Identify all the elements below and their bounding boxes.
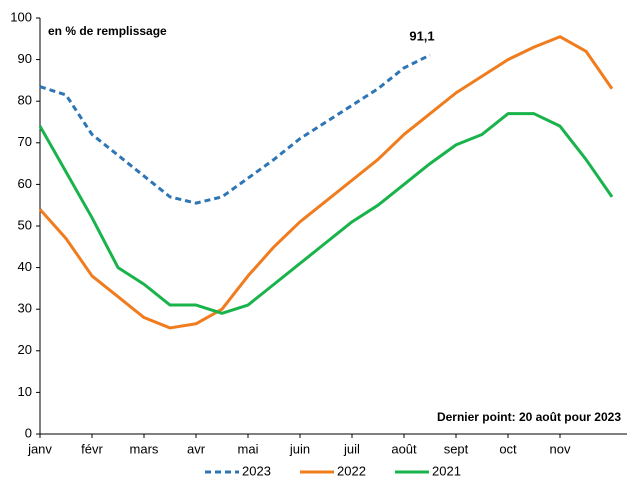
y-tick-label: 20 [18,342,32,357]
x-tick-label: janv [27,441,52,456]
y-tick-label: 80 [18,93,32,108]
x-tick-label: févr [81,441,103,456]
series-line [39,53,431,205]
x-tick-label: mai [238,441,259,456]
unit-annotation: en % de remplissage [48,24,167,38]
x-tick-label: oct [499,441,517,456]
y-tick-label: 0 [25,425,32,440]
x-tick-label: nov [550,441,571,456]
legend-label: 2022 [337,463,366,478]
x-tick-label: avr [187,441,206,456]
y-tick-label: 50 [18,217,32,232]
x-tick-label: juil [343,441,360,456]
legend-label: 2021 [432,463,461,478]
y-tick-label: 30 [18,301,32,316]
x-tick-label: août [391,441,417,456]
x-tick-label: mars [130,441,159,456]
legend-label: 2023 [242,463,271,478]
y-tick-label: 40 [18,259,32,274]
x-tick-label: juin [289,441,310,456]
note-annotation: Dernier point: 20 août pour 2023 [437,410,621,424]
y-tick-label: 10 [18,384,32,399]
y-tick-label: 60 [18,176,32,191]
y-tick-label: 70 [18,134,32,149]
series-line [38,35,614,330]
y-tick-label: 90 [18,51,32,66]
data-label: 91,1 [409,28,434,43]
series-line [38,112,614,315]
y-tick-label: 100 [10,9,32,24]
x-tick-label: sept [444,441,469,456]
